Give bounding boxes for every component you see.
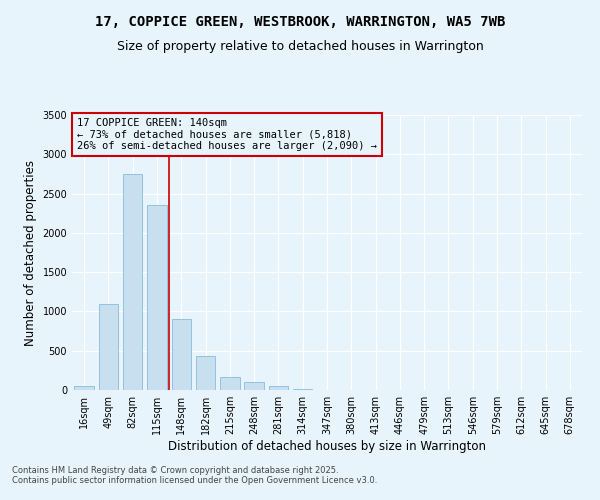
X-axis label: Distribution of detached houses by size in Warrington: Distribution of detached houses by size … <box>168 440 486 453</box>
Bar <box>196 356 215 390</box>
Bar <box>244 382 264 390</box>
Text: Size of property relative to detached houses in Warrington: Size of property relative to detached ho… <box>116 40 484 53</box>
Y-axis label: Number of detached properties: Number of detached properties <box>24 160 37 346</box>
Bar <box>172 320 191 390</box>
Bar <box>220 376 239 390</box>
Bar <box>293 389 313 390</box>
Text: 17 COPPICE GREEN: 140sqm
← 73% of detached houses are smaller (5,818)
26% of sem: 17 COPPICE GREEN: 140sqm ← 73% of detach… <box>77 118 377 151</box>
Text: Contains HM Land Registry data © Crown copyright and database right 2025.
Contai: Contains HM Land Registry data © Crown c… <box>12 466 377 485</box>
Text: 17, COPPICE GREEN, WESTBROOK, WARRINGTON, WA5 7WB: 17, COPPICE GREEN, WESTBROOK, WARRINGTON… <box>95 15 505 29</box>
Bar <box>123 174 142 390</box>
Bar <box>99 304 118 390</box>
Bar <box>269 386 288 390</box>
Bar <box>147 206 167 390</box>
Bar <box>74 386 94 390</box>
